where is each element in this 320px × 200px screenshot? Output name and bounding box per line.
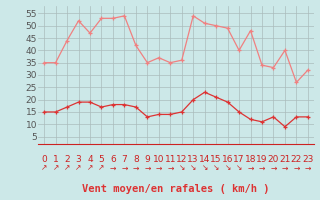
Text: →: → [259,163,265,172]
Text: ↗: ↗ [64,163,70,172]
Text: →: → [293,163,300,172]
Text: →: → [133,163,139,172]
Text: ↘: ↘ [179,163,185,172]
Text: →: → [247,163,254,172]
Text: →: → [270,163,277,172]
Text: ↗: ↗ [75,163,82,172]
Text: →: → [305,163,311,172]
Text: →: → [144,163,150,172]
Text: ↘: ↘ [236,163,242,172]
Text: →: → [110,163,116,172]
Text: ↘: ↘ [190,163,196,172]
Text: ↗: ↗ [41,163,47,172]
Text: ↗: ↗ [87,163,93,172]
Text: →: → [121,163,128,172]
X-axis label: Vent moyen/en rafales ( km/h ): Vent moyen/en rafales ( km/h ) [82,184,270,194]
Text: →: → [156,163,162,172]
Text: ↘: ↘ [202,163,208,172]
Text: →: → [282,163,288,172]
Text: →: → [167,163,173,172]
Text: ↗: ↗ [98,163,105,172]
Text: ↗: ↗ [52,163,59,172]
Text: ↘: ↘ [224,163,231,172]
Text: ↘: ↘ [213,163,219,172]
